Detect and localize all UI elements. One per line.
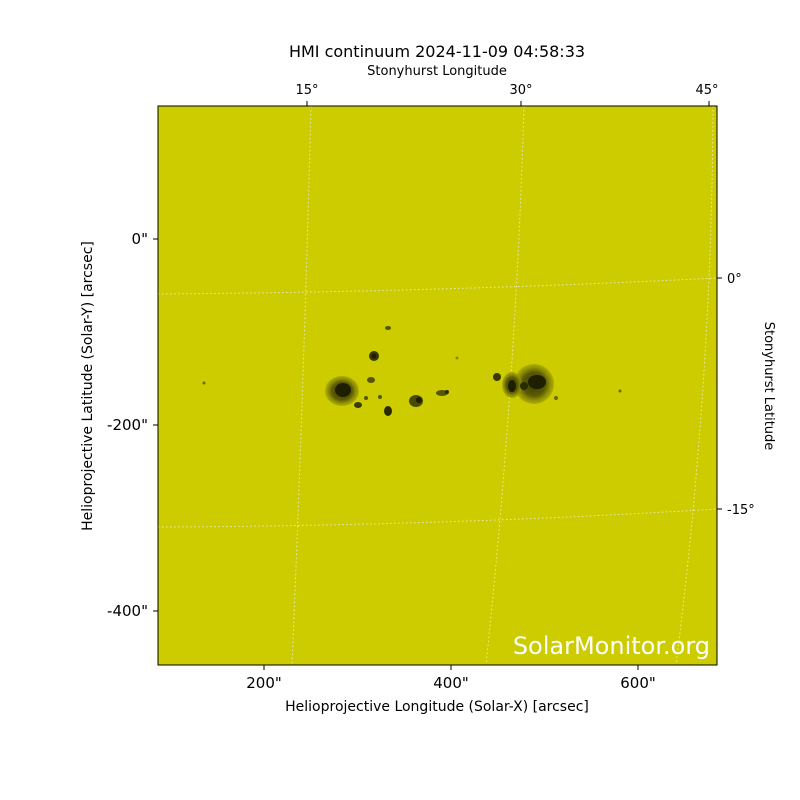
top-tick-label: 45°	[695, 83, 718, 98]
sunspot-group-east	[455, 356, 622, 404]
y-tick-label: 0"	[132, 230, 148, 248]
plot-title: HMI continuum 2024-11-09 04:58:33	[289, 42, 585, 61]
right-tick-label: -15°	[727, 503, 755, 518]
top-axis-label: Stonyhurst Longitude	[367, 64, 507, 79]
right-tick-label: 0°	[727, 272, 742, 287]
sunspot-group-west	[202, 326, 449, 416]
top-tick-label: 15°	[295, 83, 318, 98]
y-tick-label: -400"	[107, 602, 148, 620]
right-axis-ticks	[717, 277, 722, 510]
top-axis-ticks	[306, 101, 710, 106]
x-axis-label: Helioprojective Longitude (Solar-X) [arc…	[285, 699, 589, 715]
top-tick-label: 30°	[509, 83, 532, 98]
x-tick-label: 400"	[433, 674, 469, 692]
x-tick-label: 200"	[246, 674, 282, 692]
x-tick-label: 600"	[620, 674, 656, 692]
sun-image	[158, 106, 717, 665]
y-axis-ticks	[153, 238, 158, 612]
plot-frame	[157, 105, 718, 666]
watermark-logo: SolarMonitor.org	[513, 632, 710, 660]
y-tick-label: -200"	[107, 416, 148, 434]
x-axis-ticks	[263, 665, 639, 670]
y-axis-label: Helioprojective Latitude (Solar-Y) [arcs…	[80, 241, 96, 531]
right-axis-label: Stonyhurst Latitude	[761, 322, 776, 451]
